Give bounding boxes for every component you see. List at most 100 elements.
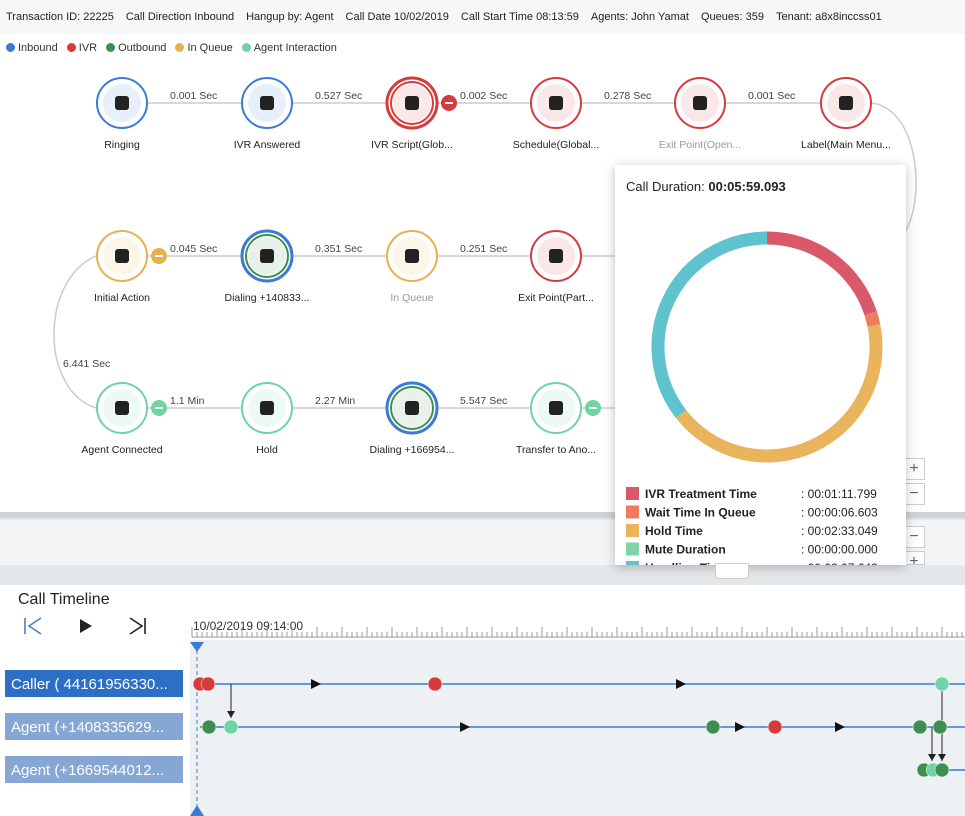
zoom-out[interactable]: − [903,483,925,505]
node-label: Dialing +140833... [225,292,310,304]
go-end[interactable] [129,617,146,635]
timeline-title: Call Timeline [18,591,110,608]
legend-item: Agent Interaction [241,42,337,54]
popup-title: Call Duration: 00:05:59.093 [626,179,786,194]
zoom-in[interactable]: + [903,458,925,480]
legend-item: Inbound [6,42,58,54]
direction-arrow [735,722,745,732]
legend-item: Outbound [106,42,166,54]
flow-node [530,382,601,434]
node-icon [115,96,129,110]
node-icon [405,96,419,110]
legend-swatch [626,542,639,556]
donut-segment [864,311,881,327]
node-label: Exit Point(Open... [659,139,741,151]
row-label-box [5,756,183,783]
direction-arrow [676,679,686,689]
event-dot [934,762,950,778]
legend-dot [6,43,15,52]
node-label: Exit Point(Part... [518,292,594,304]
direction-arrow [460,722,470,732]
event-dot [934,676,950,692]
direction-arrow [311,679,321,689]
node-label: Transfer to Ano... [516,444,596,456]
header-field: Queues: 359 [700,11,764,23]
donut-segment [766,231,877,316]
edge-label: 0.278 Sec [604,90,651,102]
edge-label: 1.1 Min [170,395,205,407]
event-dot [201,719,217,735]
node-icon [115,401,129,415]
node-icon [693,96,707,110]
flow-node [674,77,726,129]
event-dot [427,676,443,692]
row-label-box [5,670,183,697]
node-label: Initial Action [94,292,150,304]
edge-label: 0.002 Sec [460,90,507,102]
flow-node [530,77,582,129]
legend-dot [175,43,185,52]
donut-segment [651,231,768,419]
event-dot [200,676,216,692]
node-icon [405,401,419,415]
legend-value: : 00:00:06.603 [801,506,878,520]
header-field: Agents: John Yamat [590,11,689,23]
header-field: Call Direction Inbound [125,11,235,23]
donut-chart: IVR Treatment Time: 00:01:11.799 Wait Tim… [626,231,883,565]
legend-name: Mute Duration [645,543,726,557]
node-icon [549,401,563,415]
edge-label: 0.251 Sec [460,243,507,255]
popup-title-label: Call Duration: [626,179,705,194]
node-inner-ring [390,81,434,125]
row-label: Caller ( 44161956330... [11,676,168,693]
play[interactable] [80,619,92,633]
legend-label: IVR [78,42,98,54]
timeline-start: 10/02/2019 09:14:00 [193,619,303,633]
legend-swatch [626,505,639,519]
node-inner-ring [390,386,434,430]
node-label: Dialing +166954... [370,444,455,456]
node-label: IVR Script(Glob... [371,139,453,151]
node-label: IVR Answered [234,139,301,151]
flow-node [385,381,439,435]
flow-node [96,77,148,129]
legend-label: Agent Interaction [253,42,337,54]
collapse-toggle[interactable] [715,563,749,579]
row-label: Agent (+1669544012... [11,762,164,779]
flow-node [240,229,294,283]
edge-label: 0.001 Sec [170,90,217,102]
node-label: In Queue [390,292,433,304]
legend-value: : 00:02:33.049 [801,524,878,538]
node-icon [549,96,563,110]
flow-node [96,382,167,434]
event-dot [223,719,239,735]
node-label: Agent Connected [81,444,162,456]
legend-swatch [626,561,639,565]
edge-label: 0.351 Sec [315,243,362,255]
event-dot [767,719,783,735]
node-label: Hold [256,444,278,456]
row-label-box [5,713,183,740]
node-inner-ring [245,234,289,278]
legend-dot [241,43,251,52]
transfer-arrow [938,754,946,761]
edge-label: 2.27 Min [315,395,355,407]
legend-swatch [626,487,639,500]
flow-node [96,230,167,282]
go-start[interactable] [24,617,42,635]
edge-label: 0.527 Sec [315,90,362,102]
node-label: Ringing [104,139,140,151]
node-icon [115,249,129,263]
legend-name: Handling Time [645,561,728,565]
legend-name: Wait Time In Queue [645,506,756,520]
timeline-area [190,640,965,816]
node-label: Schedule(Global... [513,139,599,151]
node-icon [260,96,274,110]
node-label: Label(Main Menu... [801,139,891,151]
legend-item: IVR [66,42,98,54]
legend-label: Inbound [18,42,58,54]
legend-label: In Queue [187,42,233,54]
zoom-in[interactable]: + [903,551,925,565]
zoom-out[interactable]: − [903,526,925,548]
